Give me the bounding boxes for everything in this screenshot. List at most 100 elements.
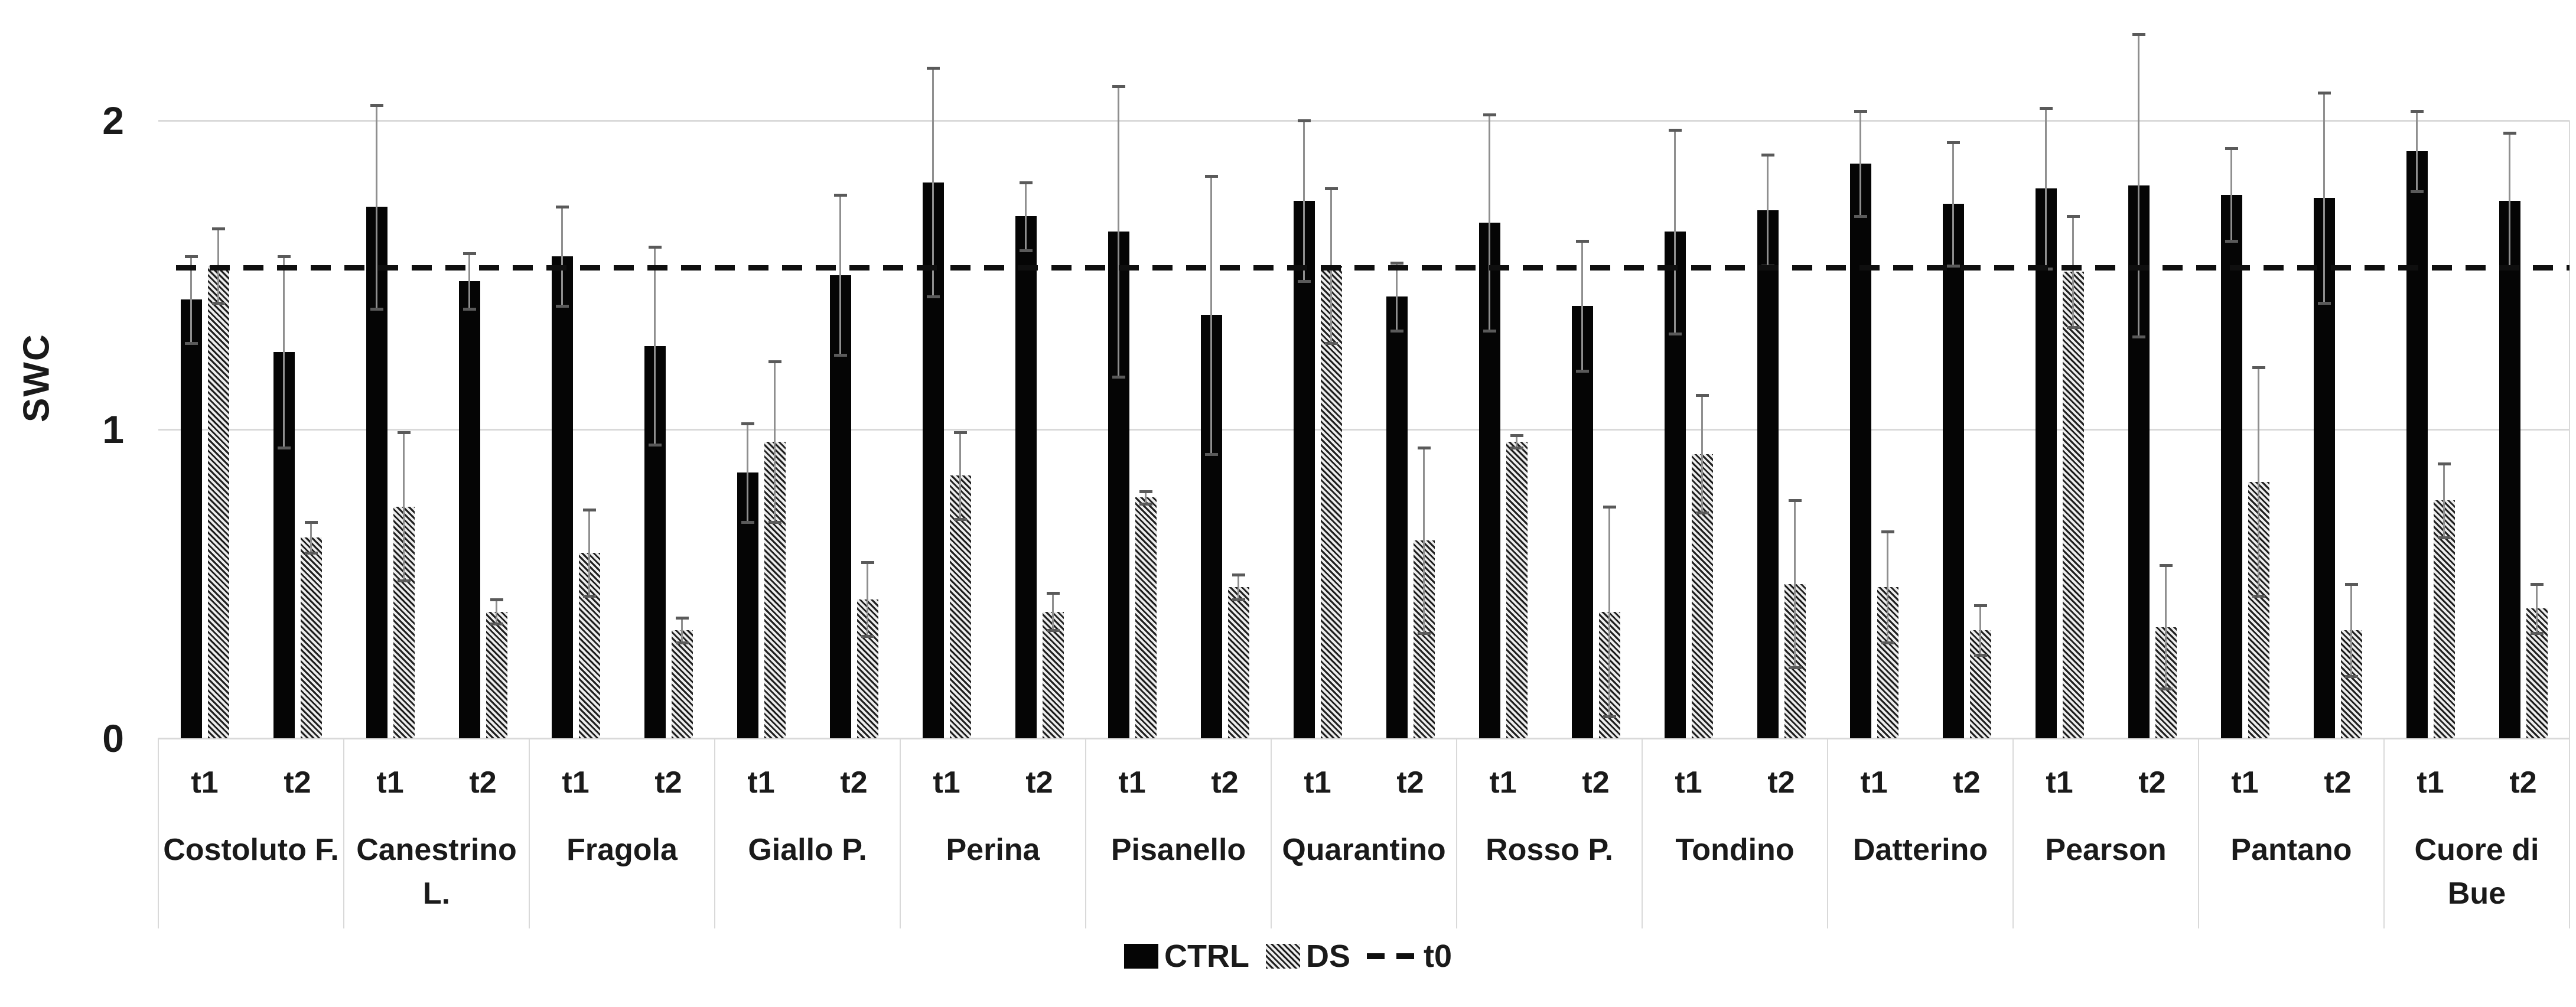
subgroup-label: t1 (2417, 765, 2444, 800)
error-bar-line (959, 432, 961, 519)
category-label-line: Tondino (1675, 833, 1795, 867)
legend-label: DS (1305, 938, 1350, 974)
error-bar-line (1979, 605, 1981, 655)
bar-ds (1506, 441, 1528, 738)
category-label: Fragola (529, 828, 715, 872)
error-bar-line (1025, 182, 1027, 250)
error-bar-cap (1019, 249, 1033, 252)
error-bar-cap (1761, 153, 1774, 157)
error-bar-cap (1695, 394, 1709, 397)
y-axis-tick-label: 1 (102, 408, 124, 451)
error-bar-cap (1483, 113, 1496, 116)
category-label-line: Quarantino (1282, 833, 1446, 867)
category-separator (714, 738, 715, 928)
error-bar-line (2230, 148, 2232, 241)
error-bar-line (774, 361, 776, 522)
subgroup-label: t1 (2231, 765, 2259, 800)
category-label: Giallo P. (715, 828, 900, 872)
error-bar-cap (833, 193, 847, 197)
subgroup-label: t2 (654, 765, 682, 800)
subgroup-label: t2 (2138, 765, 2166, 800)
error-bar-cap (2159, 564, 2173, 568)
subgroup-label: t2 (840, 765, 868, 800)
category-label-line: L. (422, 876, 451, 911)
error-bar-line (1489, 114, 1490, 331)
category-label: Canestrino L. (344, 828, 529, 915)
error-bar-line (2258, 367, 2259, 597)
legend-swatch-hatched (1265, 944, 1300, 969)
category-separator (1642, 738, 1643, 928)
category-separator (1085, 738, 1086, 928)
error-bar-line (190, 256, 192, 343)
subgroup-label: t1 (562, 765, 590, 800)
subgroup-label: t1 (747, 765, 775, 800)
error-bar-cap (1390, 261, 1403, 265)
error-bar-cap (2159, 687, 2173, 691)
y-axis-tick-label: 2 (102, 99, 124, 142)
error-bar-cap (1417, 447, 1431, 450)
error-bar-cap (741, 422, 754, 425)
error-bar-line (1952, 142, 1954, 266)
error-bar-line (654, 247, 656, 445)
bar-ds (300, 537, 322, 738)
category-separator (343, 738, 344, 928)
error-bar-line (1701, 395, 1703, 513)
error-bar-cap (926, 295, 940, 299)
error-bar-line (1303, 120, 1305, 281)
error-bar-line (1210, 176, 1212, 454)
error-bar-line (376, 105, 377, 309)
category-label-line: Giallo P. (748, 833, 867, 867)
error-bar-line (1794, 500, 1796, 667)
bar-ctrl (180, 299, 202, 738)
error-bar-cap (277, 447, 291, 450)
gridline (158, 738, 2570, 739)
error-bar-cap (2132, 32, 2145, 36)
error-bar-cap (1112, 376, 1125, 379)
error-bar-line (2138, 34, 2139, 337)
error-bar-line (2536, 584, 2538, 634)
error-bar-cap (2410, 190, 2424, 194)
error-bar-line (1145, 491, 1147, 504)
category-separator (529, 738, 530, 928)
error-bar-cap (2503, 131, 2516, 135)
category-label-line: Perina (946, 833, 1040, 867)
category-label-line: Bue (2447, 876, 2506, 911)
y-axis-tick-label: 0 (102, 716, 124, 760)
subgroup-label: t1 (1489, 765, 1517, 800)
error-bar-line (2045, 108, 2047, 269)
error-bar-cap (2437, 462, 2451, 465)
error-bar-line (468, 253, 470, 309)
bar-ds (671, 630, 693, 738)
subgroup-label: t1 (1304, 765, 1331, 800)
error-bar-cap (861, 635, 874, 638)
error-bar-cap (184, 341, 198, 345)
error-bar-line (2072, 216, 2074, 328)
error-bar-cap (1603, 505, 1616, 509)
plot-right-border (2569, 120, 2570, 738)
category-separator (1827, 738, 1828, 928)
error-bar-cap (1575, 239, 1589, 243)
error-bar-line (283, 256, 285, 448)
error-bar-cap (2317, 91, 2331, 94)
category-label-line: Pearson (2045, 833, 2167, 867)
error-bar-line (1396, 262, 1398, 331)
chart-legend: CTRL DS t0 (0, 938, 2576, 975)
error-bar-cap (555, 304, 569, 308)
category-label: Perina (900, 828, 1086, 872)
legend-item-ds: DS (1265, 938, 1350, 975)
bar-ctrl (1757, 210, 1779, 738)
error-bar-cap (1603, 715, 1616, 719)
subgroup-label: t1 (1860, 765, 1888, 800)
error-bar-line (2443, 463, 2445, 538)
error-bar-cap (211, 301, 225, 305)
category-label-line: Canestrino (356, 833, 517, 867)
error-bar-cap (2252, 366, 2265, 370)
legend-swatch-dashed-line (1366, 953, 1418, 959)
bar-ctrl (551, 256, 573, 738)
category-separator (900, 738, 901, 928)
error-bar-cap (370, 103, 383, 107)
error-bar-cap (397, 431, 411, 435)
legend-swatch-solid-black (1124, 944, 1158, 969)
error-bar-cap (1854, 110, 1867, 113)
